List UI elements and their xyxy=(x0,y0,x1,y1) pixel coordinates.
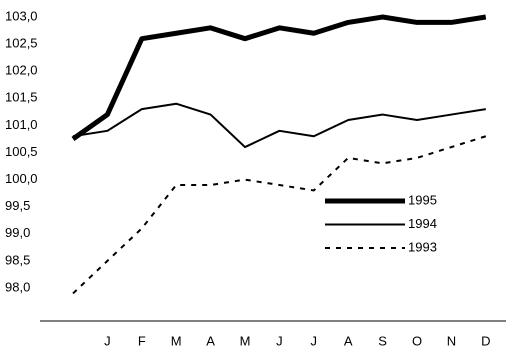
x-tick-label: M xyxy=(240,333,251,348)
x-tick-label: M xyxy=(171,333,182,348)
legend-label: 1994 xyxy=(408,216,437,231)
y-tick-label: 101,5 xyxy=(5,90,38,105)
x-tick-label: A xyxy=(344,333,353,348)
x-tick-label: D xyxy=(481,333,490,348)
y-tick-label: 102,0 xyxy=(5,63,38,78)
series-line xyxy=(71,14,487,141)
y-tick-label: 100,0 xyxy=(5,171,38,186)
x-tick-label: N xyxy=(447,333,456,348)
series-line xyxy=(72,135,487,295)
series-line xyxy=(72,102,486,149)
x-tick-label: J xyxy=(276,333,283,348)
y-tick-label: 99,5 xyxy=(5,198,30,213)
y-tick-label: 100,5 xyxy=(5,144,38,159)
x-tick-label: J xyxy=(311,333,318,348)
legend-label: 1995 xyxy=(408,192,437,207)
x-tick-label: F xyxy=(138,333,146,348)
x-tick-label: J xyxy=(104,333,111,348)
legend-label: 1993 xyxy=(408,239,437,254)
y-tick-label: 99,0 xyxy=(5,225,30,240)
y-tick-label: 101,0 xyxy=(5,117,38,132)
y-tick-label: 98,5 xyxy=(5,252,30,267)
y-tick-label: 98,0 xyxy=(5,279,30,294)
y-tick-label: 102,5 xyxy=(5,36,38,51)
x-tick-label: O xyxy=(412,333,422,348)
x-tick-label: A xyxy=(206,333,215,348)
x-tick-label: S xyxy=(378,333,387,348)
y-tick-label: 103,0 xyxy=(5,8,38,23)
